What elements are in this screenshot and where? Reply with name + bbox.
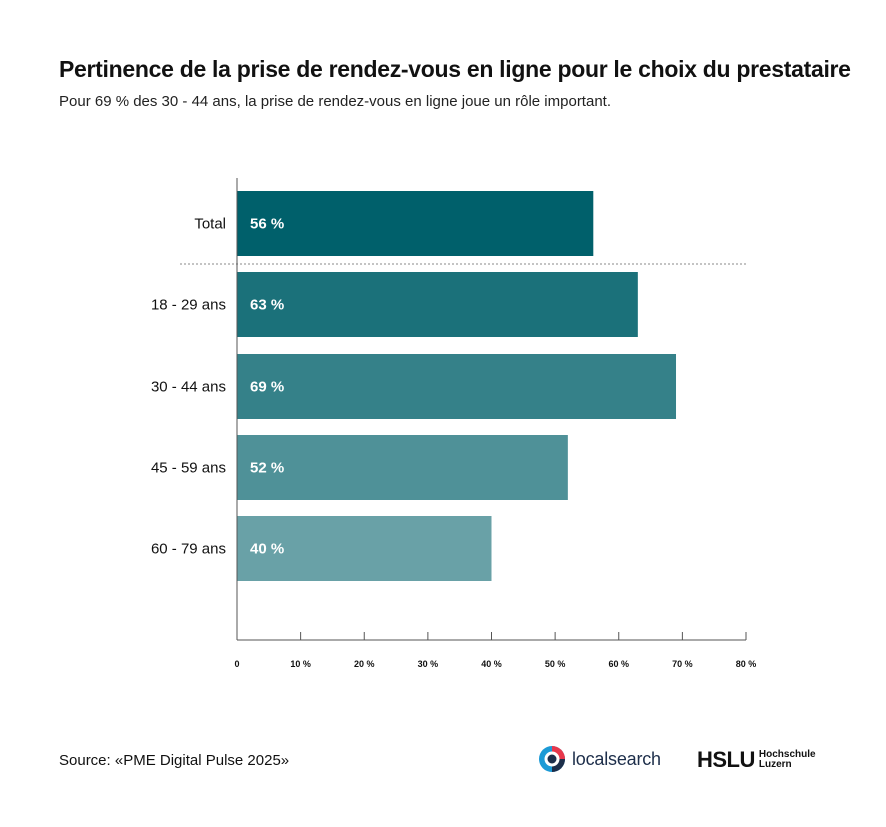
x-tick-label: 60 % [608,659,629,669]
x-tick-label: 80 % [736,659,757,669]
localsearch-logo: localsearch [538,745,661,773]
localsearch-logo-text: localsearch [572,748,661,769]
hslu-logo-text: HSLU [697,747,755,772]
chart-subtitle: Pour 69 % des 30 - 44 ans, la prise de r… [59,93,611,110]
category-label: 18 - 29 ans [151,297,226,314]
x-tick-label: 70 % [672,659,693,669]
x-tick-label: 40 % [481,659,502,669]
bar-value-label: 63 % [250,297,284,314]
bar-value-label: 40 % [250,541,284,558]
category-label: 60 - 79 ans [151,541,226,558]
bar [237,354,677,419]
bar [237,272,638,337]
hslu-logo-line1: Hochschule [758,749,816,760]
category-label: Total [194,216,226,233]
bar-value-label: 69 % [250,379,284,396]
x-tick-label: 10 % [290,659,311,669]
source-note: Source: «PME Digital Pulse 2025» [59,752,290,769]
x-tick-label: 0 [234,659,239,669]
bar [237,191,594,256]
x-tick-label: 50 % [545,659,566,669]
category-label: 45 - 59 ans [151,460,226,477]
hslu-logo-line2: Luzern [758,759,792,770]
bar-chart: 56 % Total 63 % 18 - 29 ans 69 % 30 - 44 ans 5… [151,178,757,669]
bar-value-label: 56 % [250,216,284,233]
x-tick-label: 20 % [354,659,375,669]
bar [237,516,492,581]
localsearch-logo-icon [539,746,565,772]
bar [237,435,568,500]
category-label: 30 - 44 ans [151,379,226,396]
x-tick-label: 30 % [418,659,439,669]
bar-value-label: 52 % [250,460,284,477]
hslu-logo: HSLU Hochschule Luzern [697,748,816,772]
chart-title: Pertinence de la prise de rendez-vous en… [59,56,851,82]
